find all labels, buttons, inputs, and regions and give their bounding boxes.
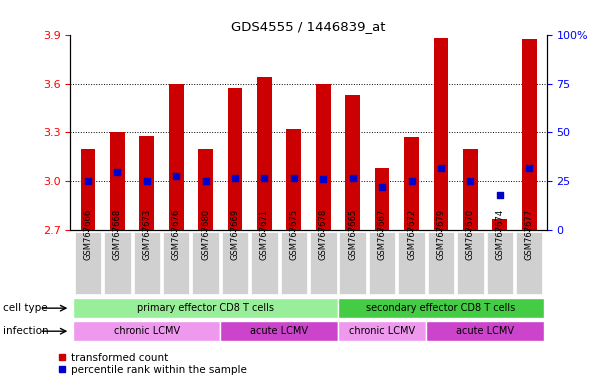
FancyBboxPatch shape (73, 298, 338, 318)
FancyBboxPatch shape (340, 232, 366, 295)
FancyBboxPatch shape (369, 232, 395, 295)
FancyBboxPatch shape (192, 232, 219, 295)
Point (171, 172, 181, 179)
Bar (492, 219, 507, 230)
Text: GSM767679: GSM767679 (436, 209, 445, 260)
Bar (257, 77, 272, 230)
Text: GSM767674: GSM767674 (496, 209, 504, 260)
Text: GSM767680: GSM767680 (201, 209, 210, 260)
Bar (522, 40, 536, 230)
Bar (139, 136, 154, 230)
Point (142, 178, 152, 185)
Text: chronic LCMV: chronic LCMV (349, 326, 415, 336)
Text: GSM767678: GSM767678 (319, 209, 327, 260)
Point (466, 178, 475, 185)
Text: infection: infection (3, 326, 49, 336)
FancyBboxPatch shape (73, 321, 221, 341)
Point (436, 165, 446, 171)
Bar (434, 38, 448, 230)
FancyBboxPatch shape (134, 232, 160, 295)
Bar (81, 149, 95, 230)
Text: GSM767668: GSM767668 (113, 209, 122, 260)
Text: cell type: cell type (3, 303, 48, 313)
Bar (463, 149, 478, 230)
Text: GSM767672: GSM767672 (407, 209, 416, 260)
Point (377, 184, 387, 190)
Text: GSM767673: GSM767673 (142, 209, 152, 260)
Bar (228, 88, 243, 230)
FancyBboxPatch shape (251, 232, 277, 295)
Bar (375, 169, 389, 230)
Point (407, 178, 417, 185)
Text: GSM767669: GSM767669 (230, 209, 240, 260)
FancyBboxPatch shape (221, 321, 338, 341)
Point (495, 192, 505, 198)
Bar (198, 149, 213, 230)
Bar (287, 129, 301, 230)
Text: acute LCMV: acute LCMV (250, 326, 308, 336)
FancyBboxPatch shape (426, 321, 544, 341)
Text: chronic LCMV: chronic LCMV (114, 326, 180, 336)
Text: acute LCMV: acute LCMV (456, 326, 514, 336)
Point (318, 176, 328, 182)
Point (289, 174, 299, 180)
FancyBboxPatch shape (338, 321, 426, 341)
FancyBboxPatch shape (163, 232, 189, 295)
Point (230, 174, 240, 180)
FancyBboxPatch shape (104, 232, 131, 295)
Text: GSM767677: GSM767677 (525, 209, 533, 260)
FancyBboxPatch shape (338, 298, 544, 318)
FancyBboxPatch shape (222, 232, 248, 295)
Text: primary effector CD8 T cells: primary effector CD8 T cells (137, 303, 274, 313)
Bar (110, 132, 125, 230)
Text: secondary effector CD8 T cells: secondary effector CD8 T cells (367, 303, 516, 313)
Point (524, 165, 534, 171)
Point (200, 178, 210, 185)
Legend: transformed count, percentile rank within the sample: transformed count, percentile rank withi… (54, 348, 251, 379)
Text: GSM767667: GSM767667 (378, 209, 387, 260)
FancyBboxPatch shape (75, 232, 101, 295)
FancyBboxPatch shape (516, 232, 543, 295)
FancyBboxPatch shape (310, 232, 337, 295)
Text: GSM767671: GSM767671 (260, 209, 269, 260)
Bar (316, 84, 331, 230)
Text: GSM767666: GSM767666 (84, 209, 92, 260)
FancyBboxPatch shape (457, 232, 483, 295)
Title: GDS4555 / 1446839_at: GDS4555 / 1446839_at (232, 20, 386, 33)
Bar (404, 137, 419, 230)
Text: GSM767675: GSM767675 (290, 209, 298, 260)
FancyBboxPatch shape (428, 232, 454, 295)
Point (83, 178, 93, 185)
Point (260, 174, 269, 180)
FancyBboxPatch shape (398, 232, 425, 295)
Text: GSM767665: GSM767665 (348, 209, 357, 260)
Point (112, 169, 122, 175)
FancyBboxPatch shape (486, 232, 513, 295)
Point (348, 174, 357, 180)
Text: GSM767676: GSM767676 (172, 209, 181, 260)
FancyBboxPatch shape (280, 232, 307, 295)
Bar (169, 84, 183, 230)
Bar (345, 95, 360, 230)
Text: GSM767670: GSM767670 (466, 209, 475, 260)
